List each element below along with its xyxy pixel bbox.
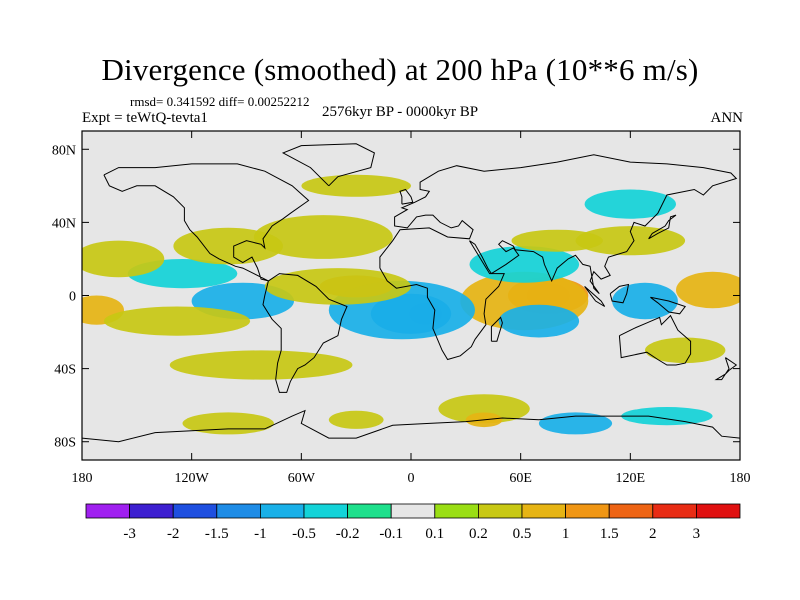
colorbar-label-13: 3 [693, 526, 701, 542]
x-tick-label-3: 0 [408, 471, 415, 486]
colorbar-label-5: -0.2 [336, 526, 360, 542]
y-tick-label-0: 80N [52, 143, 76, 158]
coastline-eurasia-africa [379, 154, 738, 361]
colorbar-swatch-10 [521, 503, 566, 519]
colorbar-label-11: 1.5 [600, 526, 619, 542]
colorbar-swatch-0 [85, 503, 130, 519]
y-tick-label-2: 0 [69, 290, 76, 305]
coastline-north-america [103, 163, 310, 282]
anomaly-region-30 [621, 407, 713, 426]
anomaly-region-6 [498, 304, 580, 338]
anomaly-region-27 [182, 412, 274, 435]
period-label: 2576kyr BP - 0000kyr BP [322, 104, 479, 120]
anomaly-region-25 [438, 394, 530, 424]
coastline-antarctica [82, 409, 740, 443]
anomaly-region-20 [645, 337, 726, 364]
x-tick-label-6: 180 [730, 471, 751, 486]
colorbar-label-0: -3 [123, 526, 136, 542]
colorbar-label-9: 0.5 [513, 526, 532, 542]
x-tick-label-2: 60W [288, 471, 316, 486]
coastlines [82, 143, 740, 443]
coastline-new-zealand [714, 357, 738, 381]
colorbar-label-8: 0.2 [469, 526, 488, 542]
anomaly-region-18 [612, 282, 678, 320]
season-label: ANN [710, 110, 744, 126]
colorbar-swatch-1 [129, 503, 174, 519]
stats-label: rmsd= 0.341592 diff= 0.00252212 [130, 94, 310, 109]
coastline-borneo [609, 283, 630, 304]
colorbar-swatch-12 [608, 503, 654, 519]
y-axis: 80N 40N 0 40S 80S [52, 143, 740, 451]
coastline-britain [399, 188, 414, 205]
colorbar-swatch-8 [434, 503, 479, 519]
anomaly-region-11 [264, 268, 411, 305]
experiment-label: Expt = teWtQ-tevta1 [82, 110, 208, 126]
x-tick-label-5: 120E [616, 471, 646, 486]
y-tick-label-1: 40N [52, 216, 76, 231]
coastline-australia [618, 314, 692, 366]
colorbar-label-7: 0.1 [425, 526, 444, 542]
coastline-sumatra [584, 286, 606, 307]
colorbar-swatch-6 [347, 503, 392, 519]
colorbar: -3 -2 -1.5 -1 -0.5 -0.2 -0.1 0.1 0.2 0.5 1 1.5 2 3 [85, 503, 741, 542]
anomaly-region-24 [301, 174, 412, 197]
coastline-new-guinea [650, 296, 687, 315]
colorbar-swatch-14 [696, 503, 741, 519]
colorbar-label-3: -1 [254, 526, 267, 542]
x-axis: 180 120W 60W 0 60E 120E 180 [72, 131, 751, 486]
colorbar-swatch-2 [172, 503, 218, 519]
coastline-madagascar [490, 316, 503, 342]
colorbar-label-12: 2 [649, 526, 657, 542]
y-tick-label-3: 40S [54, 363, 76, 378]
anomaly-region-23 [584, 189, 676, 219]
colorbar-swatch-13 [652, 503, 697, 519]
colorbar-label-1: -2 [167, 526, 180, 542]
colorbar-swatch-4 [259, 503, 305, 519]
x-tick-label-1: 120W [175, 471, 210, 486]
anomaly-region-16 [103, 306, 251, 336]
anomaly-region-19 [676, 271, 740, 309]
colorbar-swatch-9 [477, 503, 523, 519]
colorbar-swatch-3 [216, 503, 261, 519]
anomaly-region-22 [511, 229, 603, 252]
anomaly-region-12 [253, 215, 393, 259]
colorbar-swatch-5 [303, 503, 348, 519]
anomaly-region-28 [328, 410, 384, 429]
x-tick-label-4: 60E [509, 471, 532, 486]
colorbar-label-4: -0.5 [292, 526, 316, 542]
chart-title: Divergence (smoothed) at 200 hPa (10**6 … [101, 52, 699, 87]
coastline-japan [648, 214, 677, 240]
colorbar-swatch-11 [565, 503, 610, 519]
x-tick-label-0: 180 [72, 471, 93, 486]
y-tick-label-4: 80S [54, 436, 76, 451]
coastline-greenland [281, 143, 375, 187]
anomaly-region-14 [82, 240, 165, 278]
contour-fields [82, 174, 740, 435]
coastline-south-america [262, 273, 348, 393]
colorbar-label-10: 1 [562, 526, 570, 542]
colorbar-label-6: -0.1 [379, 526, 403, 542]
anomaly-region-17 [169, 350, 353, 380]
colorbar-swatch-7 [390, 503, 436, 519]
anomaly-region-13 [173, 227, 283, 265]
colorbar-label-2: -1.5 [205, 526, 229, 542]
